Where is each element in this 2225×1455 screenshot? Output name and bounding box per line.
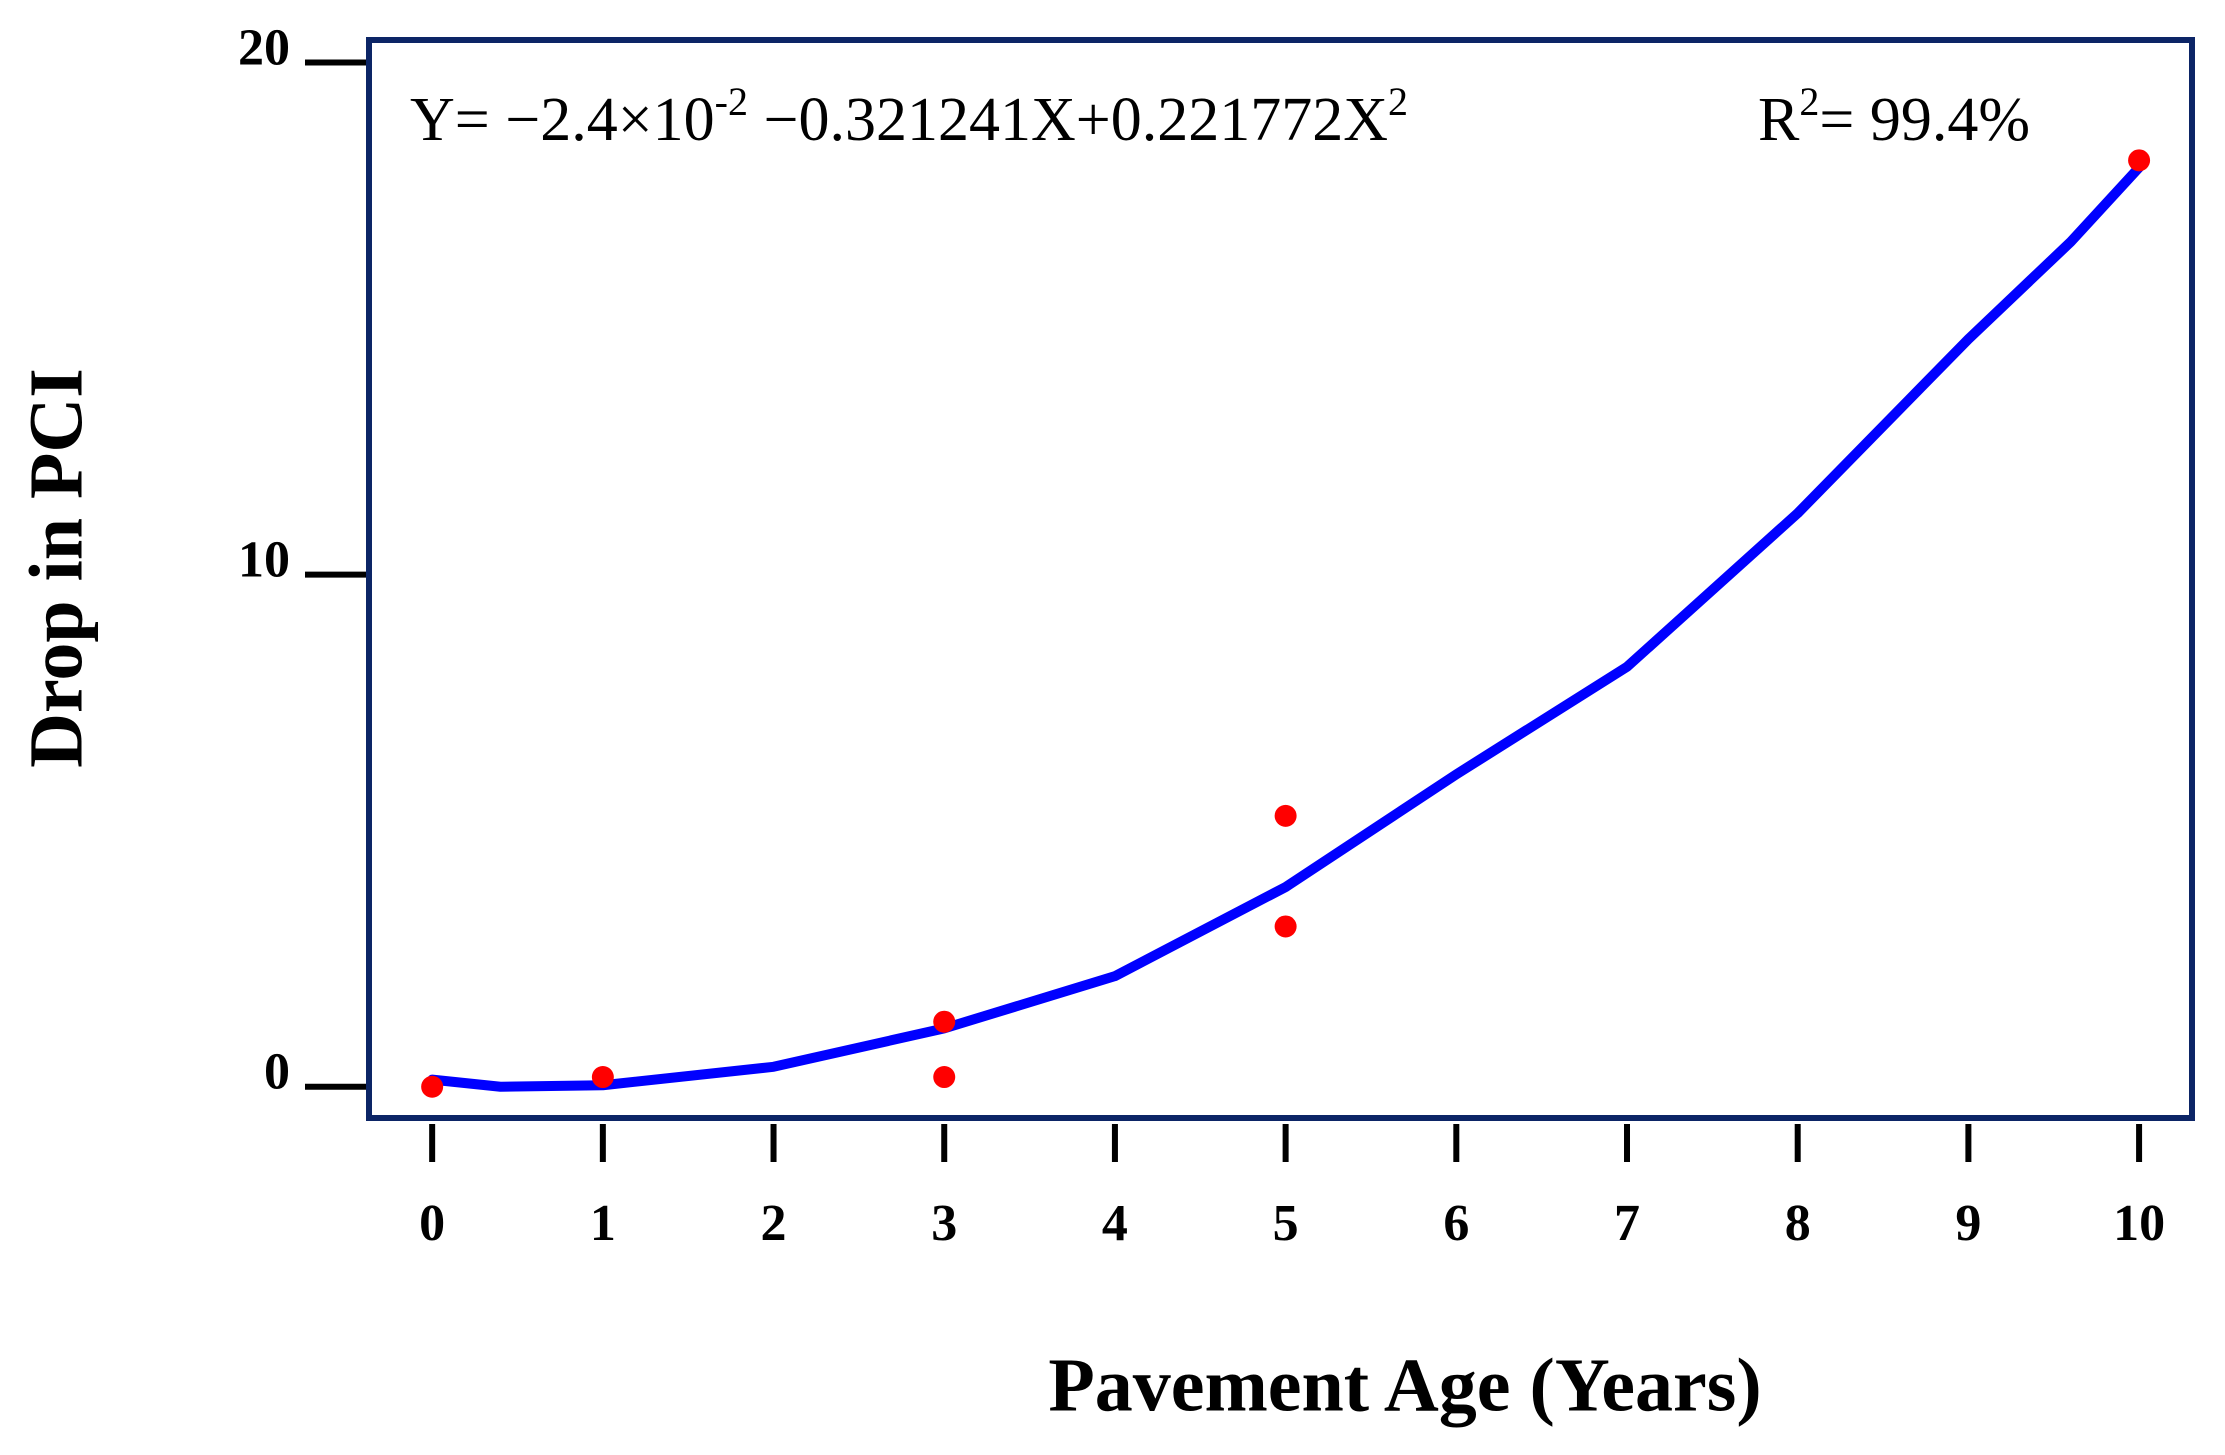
data-point	[421, 1075, 444, 1098]
x-tick-label: 3	[931, 1195, 957, 1252]
y-tick-label: 10	[238, 532, 290, 589]
plot-frame	[366, 37, 2195, 1121]
fit-curve	[427, 162, 2145, 1092]
x-tick-label: 2	[761, 1195, 787, 1252]
data-point	[1274, 915, 1297, 938]
r-squared-exponent: 2	[1799, 79, 1819, 124]
data-point	[591, 1066, 614, 1089]
x-tick-label: 8	[1785, 1195, 1811, 1252]
y-tick-label: 0	[264, 1044, 290, 1101]
x-tick-label: 10	[2113, 1195, 2165, 1252]
r-squared-part: = 99.4%	[1819, 86, 2030, 154]
equation-exponent: -2	[715, 79, 748, 124]
equation-part: Y= −2.4×10	[410, 86, 715, 154]
x-tick-label: 5	[1273, 1195, 1299, 1252]
r-squared-part: R	[1758, 86, 1800, 154]
x-tick-label: 7	[1614, 1195, 1640, 1252]
data-point	[2128, 149, 2151, 172]
x-tick-label: 0	[419, 1195, 445, 1252]
data-point	[933, 1010, 956, 1033]
x-tick-label: 6	[1443, 1195, 1469, 1252]
x-tick-label: 1	[590, 1195, 616, 1252]
r-squared: R2= 99.4%	[1758, 79, 2030, 154]
x-axis-title: Pavement Age (Years)	[1048, 1343, 1761, 1427]
x-tick-label: 4	[1102, 1195, 1128, 1252]
x-tick-label: 9	[1955, 1195, 1981, 1252]
y-tick-label: 20	[238, 19, 290, 76]
y-axis-title: Drop in PCI	[14, 368, 98, 768]
equation: Y= −2.4×10-2 −0.321241X+0.221772X2	[410, 79, 1408, 154]
equation-part: −0.321241X+0.221772X	[748, 86, 1388, 154]
data-point	[933, 1066, 956, 1089]
equation-exponent: 2	[1388, 79, 1408, 124]
data-point	[1274, 804, 1297, 827]
